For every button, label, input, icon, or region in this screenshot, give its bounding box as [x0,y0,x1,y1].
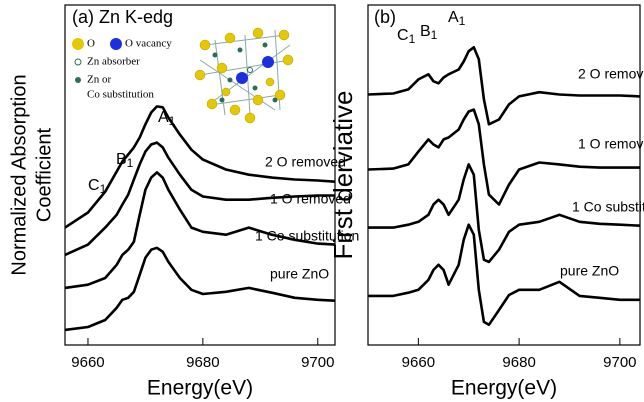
panel-title: (a) Zn K-edg [72,7,173,27]
peak-label: A1 [448,9,466,28]
x-tick-label: 9700 [603,354,636,371]
peak-subscript: 1 [169,114,176,128]
peak-subscript: 1 [409,32,416,46]
legend-label: Zn or [87,74,111,86]
peak-label: A1 [158,109,176,128]
peak-subscript: 1 [127,156,134,170]
series-line [65,248,335,330]
figure: 9660 9680 9700 Energy(eV) Normalized Absorpt… [0,0,644,402]
inset-structure [195,28,293,123]
legend-label: Zn absorber [87,56,140,68]
peak-label: C1 [397,27,416,46]
peak-label: B1 [116,151,134,170]
legend-label: Co substitution [87,89,154,101]
peak-subscript: 1 [100,182,107,196]
peak-subscript: 1 [459,14,466,28]
peak-letter: B [420,23,431,40]
y-axis-label: Coefficient [33,127,55,222]
x-axis-label: Energy(eV) [451,377,557,400]
y-axis-label: First derviative [328,90,358,259]
legend-symbol [110,38,122,50]
series-label: 1 Co substitution [572,199,644,215]
legend-label: O [87,38,95,50]
series-label: 1 O removed [578,136,644,152]
peak-letter: A [158,109,169,126]
legend-symbol [75,59,81,65]
peak-letter: B [116,151,127,168]
series-line [368,47,640,124]
legend-label: O vacancy [125,38,172,50]
series-line [368,110,640,205]
series-label: 2 O removed [578,66,644,82]
peak-label: B1 [420,23,438,42]
peak-letter: C [88,177,100,194]
peak-subscript: 1 [431,28,438,42]
legend-symbol [72,38,84,50]
x-tick-label: 9700 [301,354,334,371]
peak-letter: C [397,27,409,44]
series-label: pure ZnO [270,266,329,282]
series-label: pure ZnO [560,263,619,279]
peak-letter: A [448,9,459,26]
x-tick-label: 9680 [186,354,219,371]
panel-title: (b) [374,7,396,27]
peak-label: C1 [88,177,107,196]
x-tick-label: 9660 [71,354,104,371]
x-tick-label: 9680 [502,354,535,371]
legend-symbol [75,77,81,83]
plot-frame [368,5,640,345]
x-axis-label: Energy(eV) [147,377,253,400]
y-axis-label: Normalized Absorption [8,74,30,275]
x-tick-label: 9660 [402,354,435,371]
